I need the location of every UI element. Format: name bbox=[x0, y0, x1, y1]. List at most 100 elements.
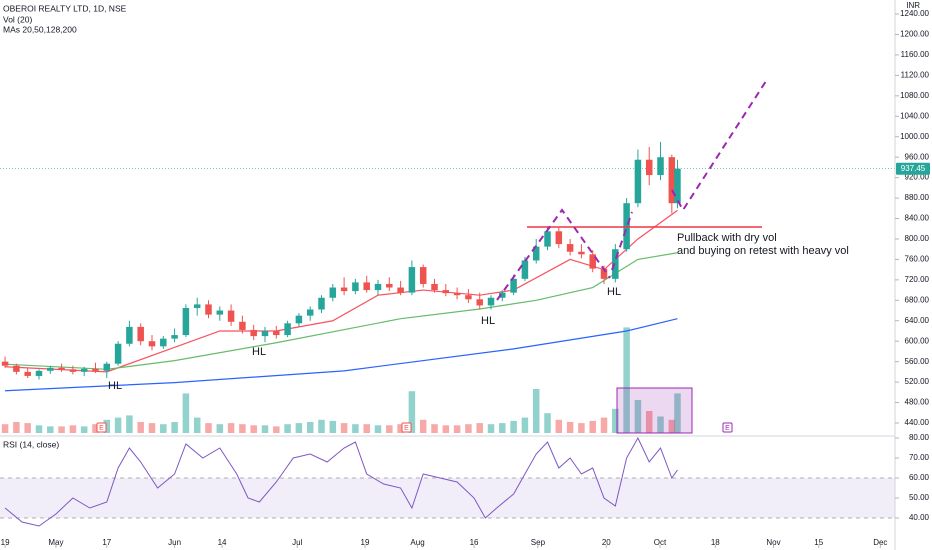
y-tick-label: 720.00 bbox=[905, 275, 930, 284]
candle-body bbox=[24, 371, 31, 376]
rsi-band bbox=[0, 478, 895, 518]
volume-bar bbox=[544, 413, 551, 433]
rsi-tick-label: 70.00 bbox=[909, 453, 930, 462]
candle-body bbox=[612, 249, 619, 279]
volume-bar bbox=[408, 391, 416, 433]
x-tick-label: Jul bbox=[292, 538, 302, 547]
event-marker: E bbox=[401, 422, 412, 433]
rsi-layer bbox=[0, 477, 895, 519]
annotation: Pullback with dry vol bbox=[677, 232, 777, 244]
candle-body bbox=[499, 292, 506, 298]
candle-body bbox=[487, 297, 495, 306]
candle-body bbox=[544, 231, 551, 247]
candle-body bbox=[239, 321, 246, 330]
last-price-tag bbox=[896, 162, 930, 175]
volume-bar bbox=[13, 422, 20, 433]
y-tick-label: 1000.00 bbox=[900, 132, 929, 141]
y-tick-label: 1160.00 bbox=[901, 50, 930, 59]
volume-label: Vol (20) bbox=[3, 14, 32, 24]
volume-bar bbox=[419, 419, 427, 433]
y-tick-label: 1040.00 bbox=[900, 111, 929, 120]
rsi-label: RSI (14, close) bbox=[3, 439, 59, 449]
volume-bar bbox=[532, 389, 540, 433]
annotation: HL bbox=[108, 380, 122, 392]
projection-line bbox=[611, 211, 633, 271]
candle-body bbox=[182, 307, 190, 336]
y-tick-label: 480.00 bbox=[905, 398, 930, 407]
volume-bar bbox=[126, 415, 133, 433]
volume-bar bbox=[58, 426, 65, 433]
x-tick-label: May bbox=[48, 538, 63, 547]
candle-body bbox=[465, 295, 472, 300]
candle-body bbox=[555, 231, 563, 245]
y-tick-label: 840.00 bbox=[905, 214, 930, 223]
y-tick-label: 520.00 bbox=[905, 377, 930, 386]
candle-body bbox=[386, 283, 393, 288]
volume-bar bbox=[374, 425, 382, 433]
currency-label: INR bbox=[906, 1, 920, 10]
volume-bar bbox=[397, 424, 404, 433]
candle-body bbox=[1, 361, 9, 366]
volume-bar bbox=[80, 426, 88, 433]
annotation: HL bbox=[607, 286, 621, 298]
volume-bar bbox=[600, 417, 608, 433]
volume-bar bbox=[35, 425, 43, 433]
candle-body bbox=[261, 330, 269, 337]
volume-bar bbox=[148, 423, 156, 433]
event-label: E bbox=[404, 425, 409, 432]
volume-bar bbox=[386, 425, 393, 433]
volume-bar bbox=[306, 422, 314, 433]
price-axis-bg bbox=[895, 0, 932, 550]
annotation: HL bbox=[481, 315, 495, 327]
candle-body bbox=[148, 341, 156, 347]
y-tick-label: 960.00 bbox=[905, 152, 930, 161]
candle-body bbox=[419, 267, 427, 284]
volume-bar bbox=[566, 422, 574, 433]
volume-bar bbox=[239, 424, 246, 433]
y-tick-label: 560.00 bbox=[905, 357, 930, 366]
volume-highlight bbox=[616, 387, 693, 434]
y-tick-label: 1080.00 bbox=[900, 91, 929, 100]
x-tick-label: 20 bbox=[602, 538, 611, 547]
candle-body bbox=[216, 310, 224, 315]
moving-average bbox=[5, 318, 678, 392]
x-tick-label: Jun bbox=[168, 538, 181, 547]
y-tick-label: 1120.00 bbox=[901, 71, 930, 80]
candle-body bbox=[442, 290, 450, 294]
volume-bar bbox=[363, 424, 370, 433]
candle-body bbox=[340, 287, 348, 292]
candle-body bbox=[80, 368, 88, 372]
candle-body bbox=[589, 254, 596, 269]
volume-bar bbox=[645, 411, 653, 433]
projection-line bbox=[496, 208, 611, 301]
volume-bar bbox=[171, 422, 178, 433]
plot bbox=[0, 141, 895, 527]
x-tick-label: Sep bbox=[531, 538, 546, 547]
x-tick-label: 19 bbox=[1, 538, 10, 547]
x-tick-label: 14 bbox=[218, 538, 227, 547]
candle-body bbox=[306, 309, 314, 316]
volume-bar bbox=[623, 327, 630, 433]
candle-body bbox=[532, 246, 540, 261]
volume-bar bbox=[657, 416, 664, 433]
candle-body bbox=[397, 287, 404, 293]
volume-bar bbox=[137, 422, 144, 433]
candle-body bbox=[374, 283, 382, 291]
candle-body bbox=[58, 367, 65, 370]
volume-bar bbox=[216, 424, 224, 433]
last-price-label: 937.45 bbox=[901, 164, 926, 173]
candle-body bbox=[623, 203, 630, 250]
candle-body bbox=[363, 282, 370, 291]
candle-body bbox=[634, 159, 642, 204]
volume-bar bbox=[261, 425, 269, 433]
y-tick-label: 800.00 bbox=[905, 234, 930, 243]
candle-body bbox=[273, 330, 280, 336]
candle-body bbox=[657, 157, 664, 176]
candle-body bbox=[674, 168, 681, 204]
candle-body bbox=[521, 260, 529, 279]
volume-bar bbox=[24, 423, 31, 433]
volume-bar bbox=[589, 420, 596, 433]
volume-bar bbox=[499, 423, 506, 433]
